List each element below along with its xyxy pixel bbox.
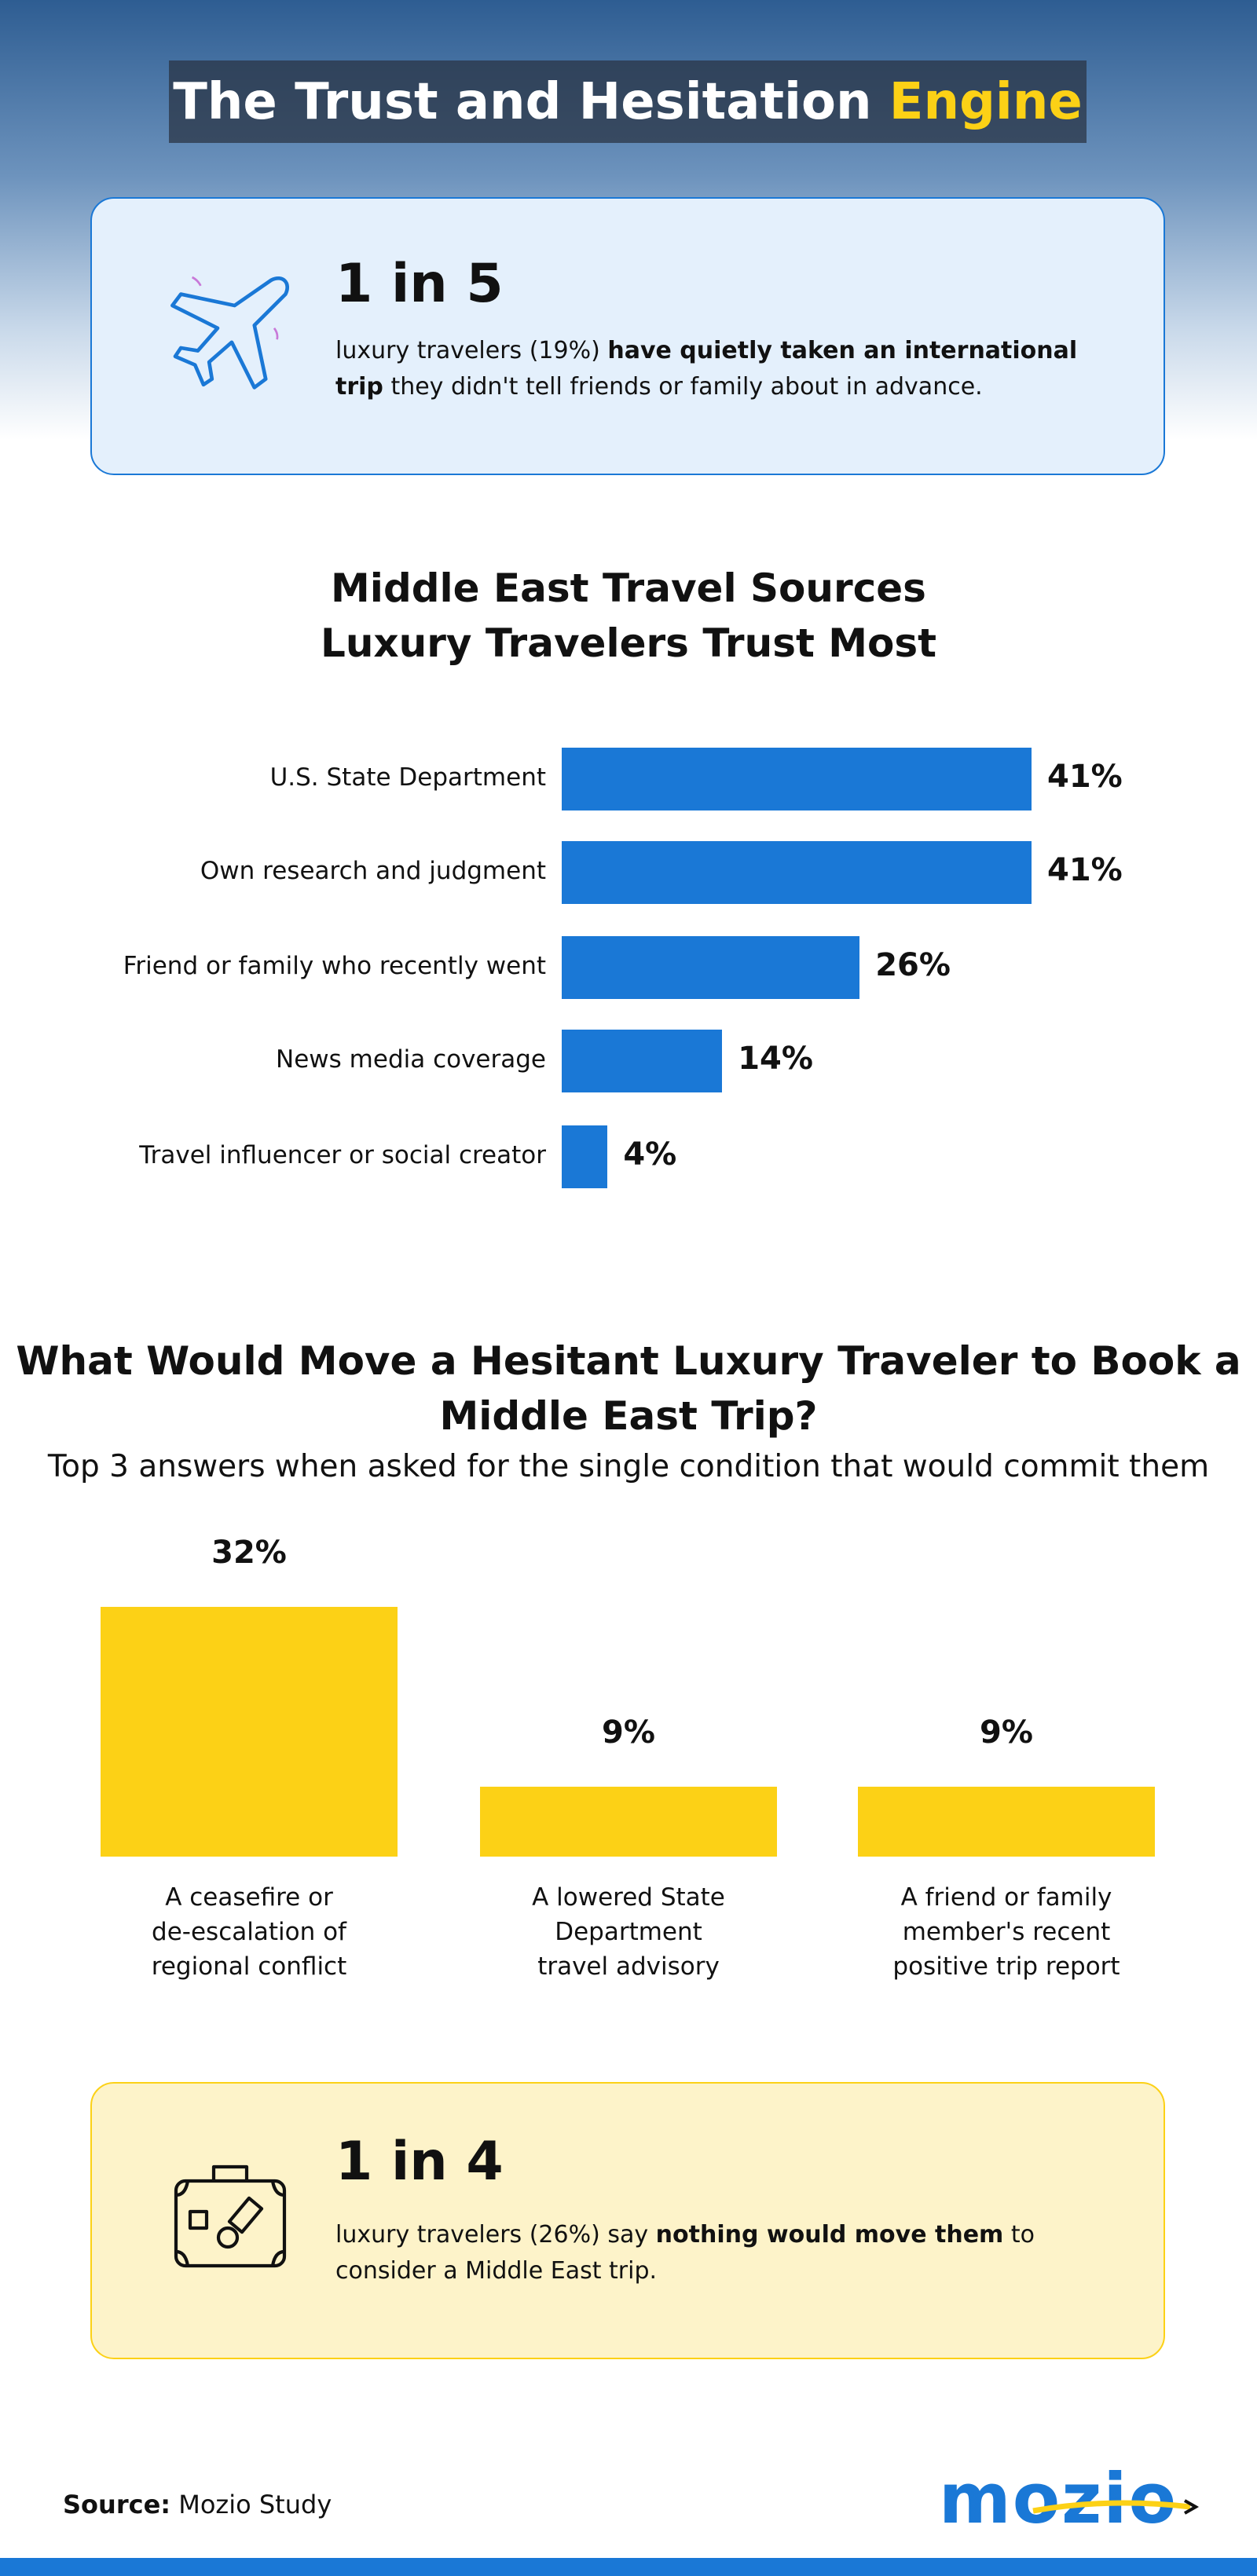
category-label: Own research and judgment: [200, 857, 546, 885]
source: Source: Mozio Study: [63, 2490, 332, 2519]
bar: [480, 1786, 777, 1857]
stat-text: they didn't tell friends or family about…: [390, 373, 983, 401]
bottom-bar: [0, 2558, 1257, 2576]
bar: [101, 1607, 398, 1857]
stat-text: luxury travelers (19%): [335, 337, 600, 364]
title-highlight: Engine: [889, 72, 1083, 131]
category-label: Friend or family who recently went: [123, 952, 546, 980]
category-label: U.S. State Department: [269, 763, 546, 792]
bar: [562, 841, 1032, 904]
logo: mozio: [939, 2458, 1178, 2539]
bar: [858, 1786, 1155, 1857]
title: The Trust and Hesitation: [173, 72, 872, 131]
bar: [562, 748, 1032, 810]
title-box: The Trust and Hesitation Engine: [169, 60, 1087, 143]
value-label: 26%: [875, 947, 951, 983]
value-label: 41%: [1047, 759, 1123, 795]
stat-text: luxury travelers (26%) say nothing would…: [335, 2217, 1121, 2289]
value-label: 41%: [1047, 852, 1123, 888]
value-label: 4%: [623, 1136, 677, 1173]
logo-swoosh: [1032, 2499, 1200, 2515]
bar: [562, 1125, 608, 1188]
suitcase-icon: [174, 2164, 287, 2268]
chart-title: What Would Move a Hesitant Luxury Travel…: [16, 1338, 1241, 1439]
source-label: Source:: [63, 2490, 171, 2519]
stat-bold: nothing would move them: [655, 2221, 1004, 2249]
plane-icon: [170, 276, 289, 390]
chart-title: Middle East Travel Sources Luxury Travel…: [320, 565, 937, 666]
bar: [562, 1030, 723, 1092]
category-label: Travel influencer or social creator: [139, 1141, 546, 1169]
value-label: 14%: [738, 1041, 813, 1077]
value-label: 9%: [602, 1714, 655, 1751]
value-label: 9%: [980, 1714, 1033, 1751]
bar: [562, 936, 860, 999]
stat-headline: 1 in 4: [335, 2131, 504, 2193]
stat-card: [90, 2082, 1165, 2359]
stat-card: [90, 197, 1165, 475]
stat-text: luxury travelers (19%) have quietly take…: [335, 333, 1121, 405]
category-label: A friend or family member's recent posit…: [892, 1883, 1120, 1981]
category-label: A lowered State Department travel adviso…: [532, 1883, 725, 1981]
value-label: 32%: [211, 1535, 287, 1571]
stat-text: luxury travelers (26%) say: [335, 2221, 649, 2249]
category-label: A ceasefire or de-escalation of regional…: [151, 1883, 347, 1981]
chart-subtitle: Top 3 answers when asked for the single …: [47, 1449, 1210, 1484]
stat-bold: have quietly taken an international trip: [335, 337, 1078, 401]
category-label: News media coverage: [276, 1045, 546, 1074]
stat-text: to consider a Middle East trip.: [335, 2221, 1035, 2285]
stat-headline: 1 in 5: [335, 253, 504, 315]
source-text: Mozio Study: [178, 2490, 332, 2519]
